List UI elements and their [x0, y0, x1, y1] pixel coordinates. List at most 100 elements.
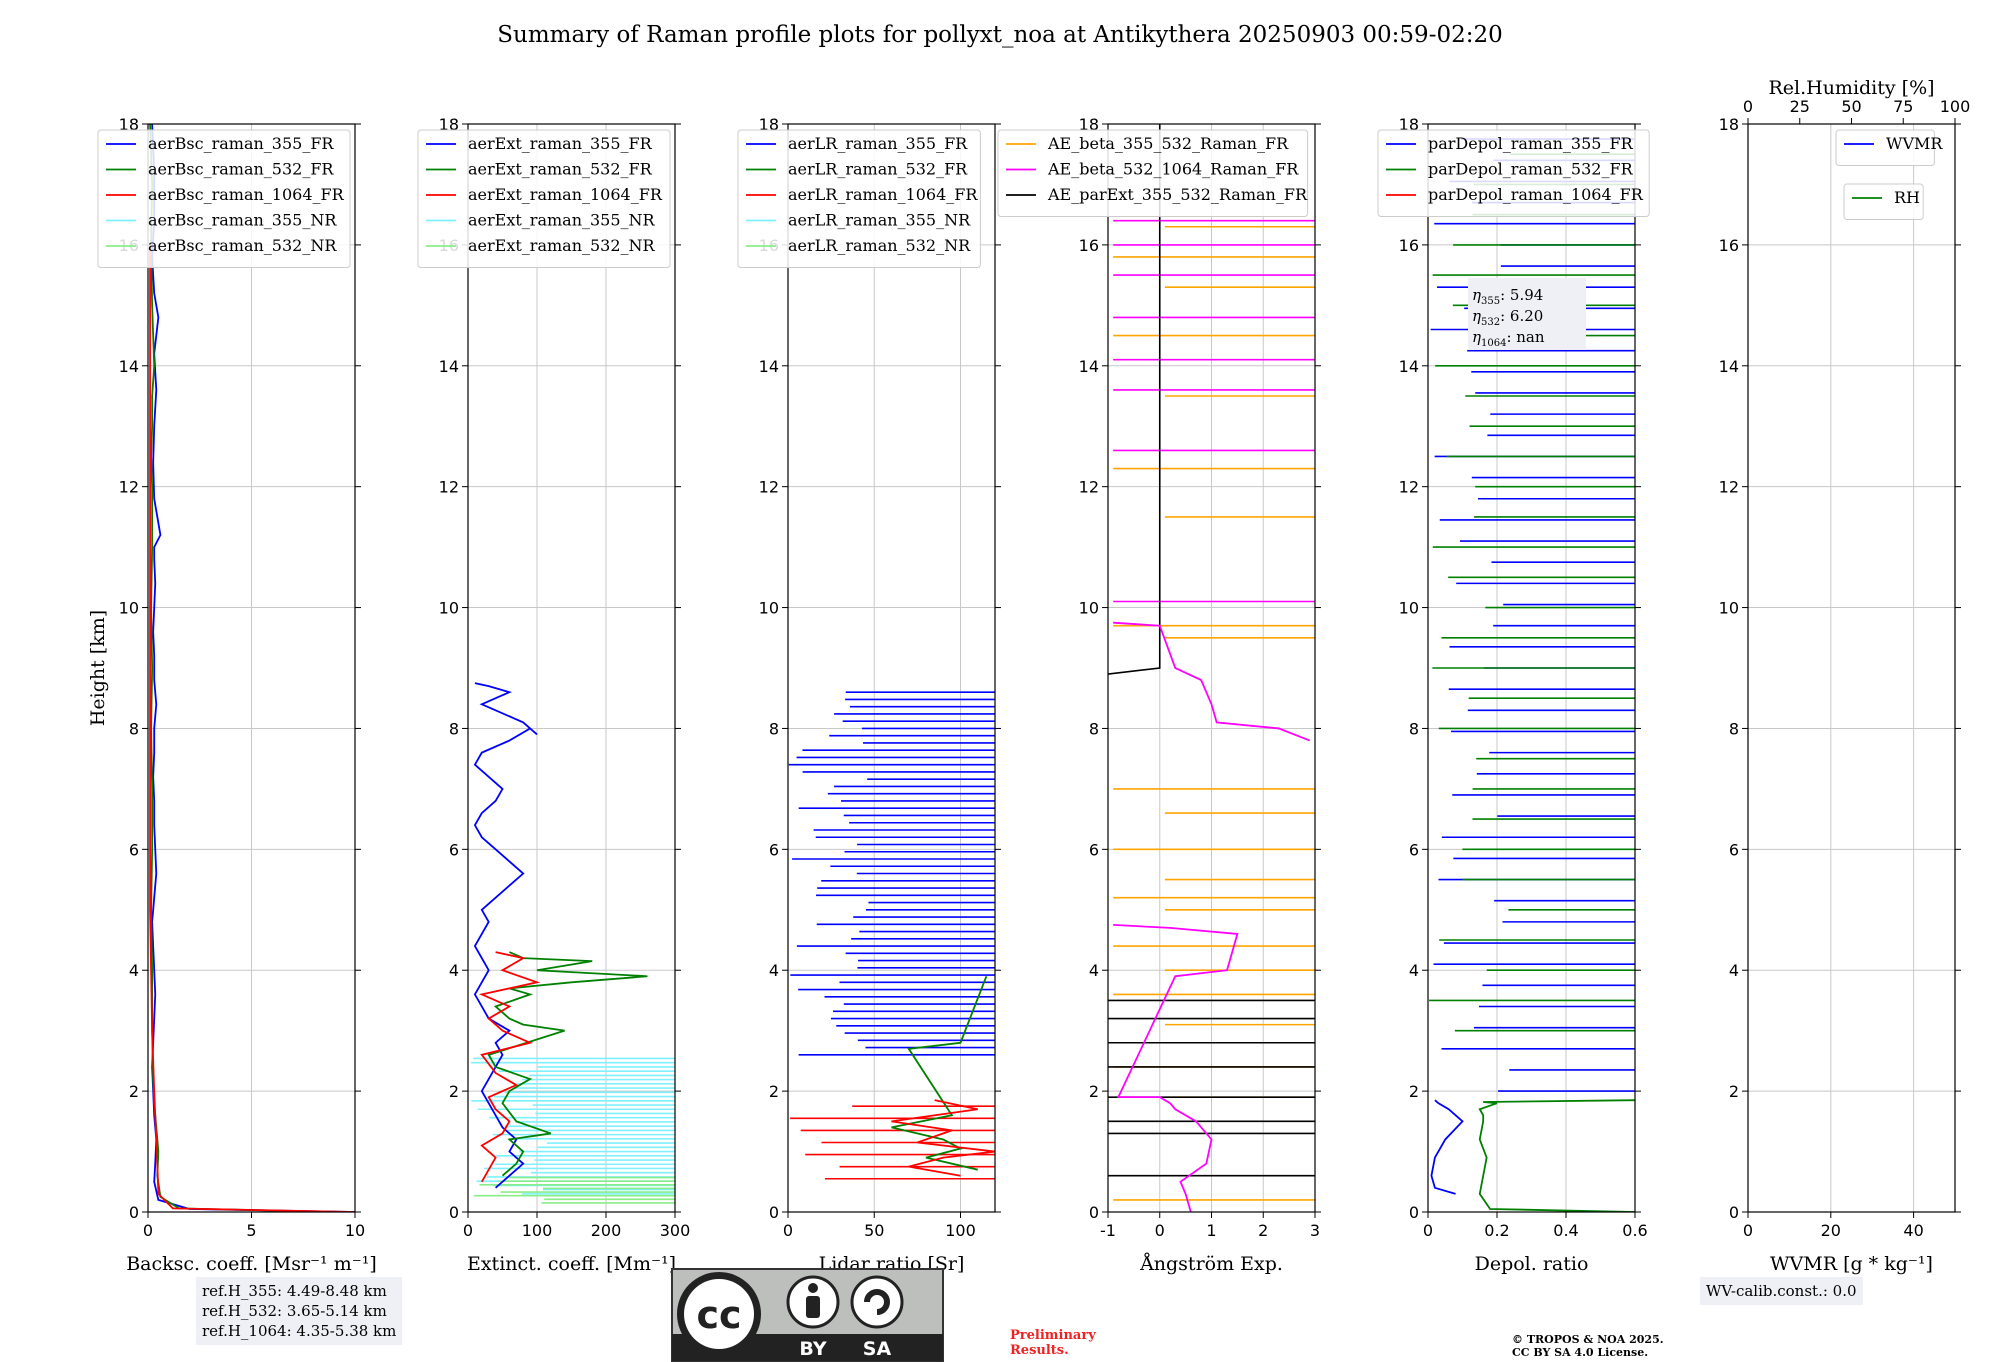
y-tick-label: 6	[129, 840, 139, 859]
legend-entry: AE_beta_532_1064_Raman_FR	[1047, 160, 1299, 179]
panel-backscatter: 0510024681012141618Backsc. coeff. [Msr⁻¹…	[97, 115, 377, 1275]
x-tick-label: 0.4	[1553, 1221, 1578, 1240]
y-tick-label: 10	[1399, 599, 1419, 618]
y-tick-label: 10	[1719, 599, 1739, 618]
y-tick-label: 12	[119, 478, 139, 497]
x-tick-label: 2	[1258, 1221, 1268, 1240]
preliminary-line-1: Preliminary	[1010, 1328, 1096, 1343]
axes-frame	[467, 123, 676, 1213]
sa-label: SA	[863, 1338, 892, 1360]
x-tick-label: 100	[522, 1221, 553, 1240]
panel-wvmr: 0 20 40 0 2 4 6 8 10 12 14 16 18 WVMR [g * kg⁻¹] 0 25 50…	[1719, 77, 1971, 1275]
y-tick-label: 4	[129, 961, 139, 980]
y-tick-label: 2	[449, 1082, 459, 1101]
legend-entry: aerExt_raman_355_FR	[468, 134, 653, 153]
legend: parDepol_raman_355_FR parDepol_raman_532_…	[1377, 129, 1650, 217]
top-x-tick-label: 25	[1790, 97, 1810, 116]
copyright-line-1: © TROPOS & NOA 2025.	[1512, 1333, 1664, 1346]
legend-entry: RH	[1894, 188, 1920, 207]
y-tick-label: 0	[1089, 1203, 1099, 1222]
figure-title: Summary of Raman profile plots for polly…	[497, 22, 1503, 48]
cc-circle-inner	[684, 1279, 754, 1349]
x-tick-label: 0	[1155, 1221, 1165, 1240]
y-tick-label: 12	[1719, 478, 1739, 497]
y-tick-label: 8	[1089, 719, 1099, 738]
legend-frame	[1377, 129, 1650, 217]
cc-logo-text: cc	[696, 1293, 741, 1337]
wv-calib-text: WV-calib.const.: 0.0	[1706, 1282, 1857, 1300]
plot-area	[788, 691, 995, 1180]
legend-entry: aerExt_raman_1064_FR	[468, 185, 663, 204]
y-tick-label: 2	[129, 1082, 139, 1101]
preliminary-line-2: Results.	[1010, 1343, 1069, 1358]
y-tick-label: 12	[439, 478, 459, 497]
copyright-line-2: CC BY SA 4.0 License.	[1512, 1346, 1649, 1359]
y-tick-label: 16	[1399, 236, 1419, 255]
plot-area	[149, 124, 355, 1212]
y-tick-label: 8	[1729, 719, 1739, 738]
y-tick-label: 14	[1399, 357, 1419, 376]
legend-entry: aerBsc_raman_532_NR	[148, 236, 337, 255]
y-tick-label: 14	[439, 357, 459, 376]
legend-frame	[1843, 183, 1924, 220]
y-tick-label: 2	[1089, 1082, 1099, 1101]
x-tick-label: 0	[143, 1221, 153, 1240]
x-tick-label: 5	[246, 1221, 256, 1240]
legend-frame	[737, 129, 981, 268]
y-tick-label: 12	[759, 478, 779, 497]
x-tick-label: 0.2	[1484, 1221, 1509, 1240]
y-tick-label: 4	[1729, 961, 1739, 980]
sa-icon-arrow	[864, 1289, 890, 1315]
y-tick-label: 8	[129, 719, 139, 738]
y-tick-label: 14	[1719, 357, 1739, 376]
y-tick-label: 0	[449, 1203, 459, 1222]
x-tick-label: -1	[1100, 1221, 1116, 1240]
plot-area	[471, 682, 675, 1204]
y-tick-label: 14	[119, 357, 139, 376]
series-aerExt_raman_1064_FR	[478, 951, 541, 1183]
by-icon-head	[808, 1283, 818, 1293]
y-tick-label: 12	[1079, 478, 1099, 497]
sa-icon	[850, 1275, 904, 1329]
x-tick-label: 0	[1743, 1221, 1753, 1240]
ref-height-532: ref.H_532: 3.65-5.14 km	[202, 1302, 387, 1320]
depol-annotation-line: η355: 5.94	[1472, 286, 1543, 307]
y-tick-label: 0	[769, 1203, 779, 1222]
legend-entry: AE_parExt_355_532_Raman_FR	[1047, 185, 1308, 204]
panel-lidar_ratio: 050100024681012141618Lidar ratio [Sr]aer…	[737, 115, 1001, 1275]
legend-entry: parDepol_raman_532_FR	[1428, 160, 1634, 179]
depol-annotation-line: η532: 6.20	[1472, 307, 1543, 328]
x-tick-label: 50	[864, 1221, 884, 1240]
x-tick-label: 0.6	[1622, 1221, 1647, 1240]
ref-heights-box: ref.H_355: 4.49-8.48 km ref.H_532: 3.65-…	[196, 1277, 403, 1345]
legend: aerLR_raman_355_FR aerLR_raman_532_FR aerL…	[737, 129, 981, 268]
y-tick-label: 0	[1729, 1203, 1739, 1222]
depol-annotation-line: η1064: nan	[1472, 328, 1545, 349]
ref-height-1064: ref.H_1064: 4.35-5.38 km	[202, 1322, 397, 1340]
y-tick-label: 4	[449, 961, 459, 980]
y-tick-label: 18	[119, 115, 139, 134]
y-tick-label: 2	[1729, 1082, 1739, 1101]
y-tick-label: 12	[1399, 478, 1419, 497]
legend-frame	[417, 129, 671, 268]
x-tick-label: 0	[783, 1221, 793, 1240]
x-tick-label: 0	[1423, 1221, 1433, 1240]
x-axis-label: Ångström Exp.	[1139, 1253, 1283, 1275]
top-x-tick-label: 0	[1743, 97, 1753, 116]
x-tick-label: 200	[591, 1221, 622, 1240]
legend-frame	[1835, 129, 1935, 166]
series-aerExt_raman_355_FR	[473, 682, 538, 1189]
legend-entry: aerLR_raman_532_FR	[788, 160, 968, 179]
x-axis-label: Depol. ratio	[1475, 1253, 1589, 1275]
panel-extinction: 0100200300024681012141618Extinct. coeff.…	[417, 115, 690, 1275]
y-tick-label: 18	[1719, 115, 1739, 134]
y-tick-label: 18	[1399, 115, 1419, 134]
y-tick-label: 18	[439, 115, 459, 134]
top-x-tick-label: 50	[1841, 97, 1861, 116]
plot-area	[1108, 124, 1315, 1212]
y-tick-label: 4	[1409, 961, 1419, 980]
x-tick-label: 100	[945, 1221, 976, 1240]
